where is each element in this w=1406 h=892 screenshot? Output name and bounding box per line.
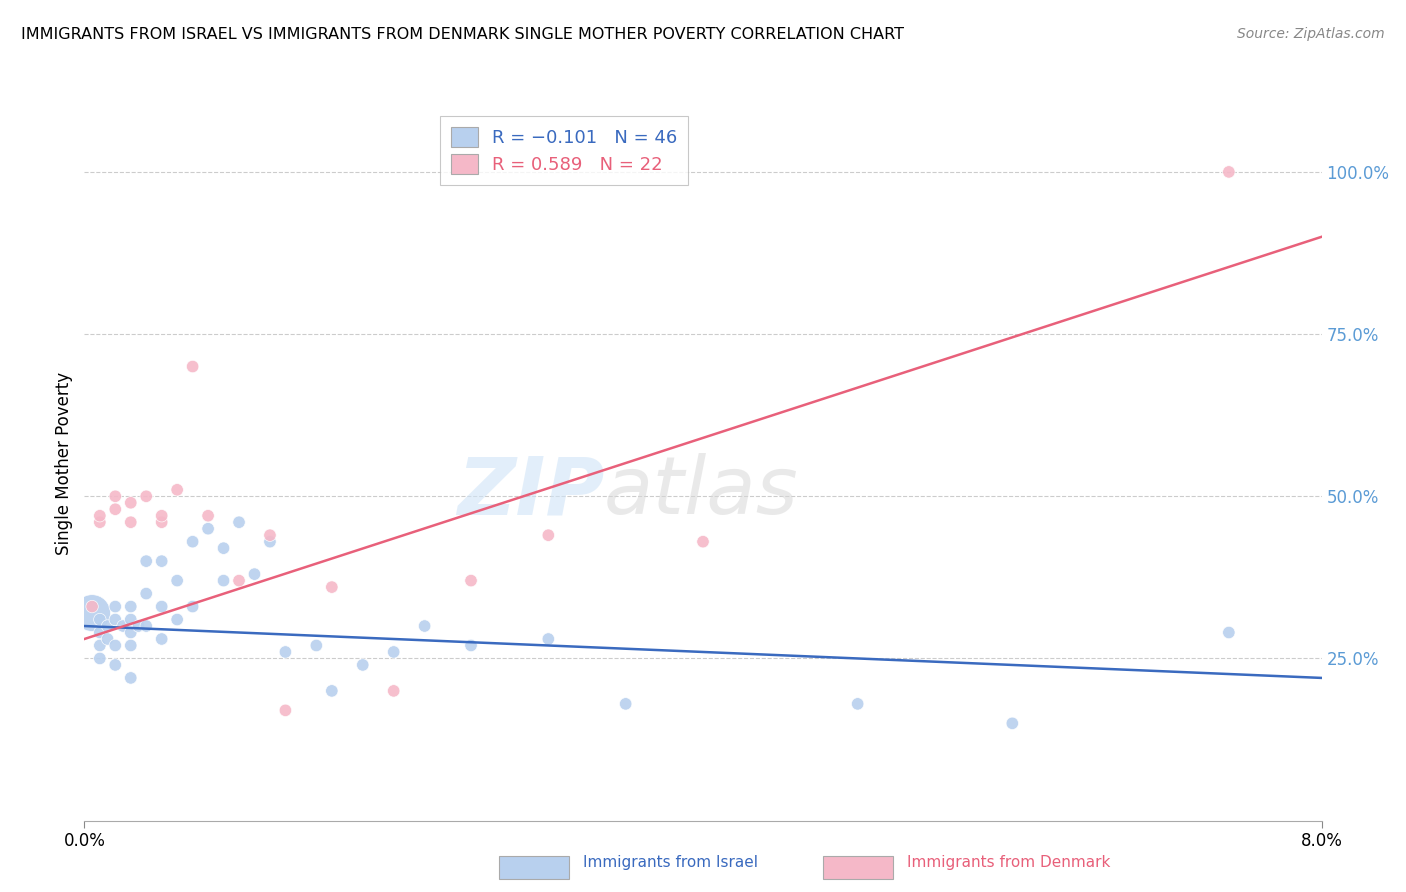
Point [692, 534, 714, 549]
Point [274, 703, 297, 717]
Point [96, 619, 120, 633]
Point [460, 639, 482, 653]
Point [104, 657, 127, 672]
Point [135, 489, 157, 503]
Point [150, 632, 173, 646]
Point [150, 508, 173, 523]
Text: Source: ZipAtlas.com: Source: ZipAtlas.com [1237, 27, 1385, 41]
Point [1218, 165, 1240, 179]
Point [212, 541, 235, 556]
Point [89, 515, 111, 529]
Point [228, 515, 250, 529]
Text: atlas: atlas [605, 453, 799, 532]
Point [537, 632, 560, 646]
Point [352, 657, 374, 672]
Point [1218, 625, 1240, 640]
Point [460, 574, 482, 588]
Point [274, 645, 297, 659]
Legend: R = −0.101   N = 46, R = 0.589   N = 22: R = −0.101 N = 46, R = 0.589 N = 22 [440, 116, 689, 185]
Point [150, 554, 173, 568]
Point [120, 613, 142, 627]
Point [197, 522, 219, 536]
Point [166, 483, 188, 497]
Point [120, 625, 142, 640]
Point [128, 619, 150, 633]
Text: Immigrants from Israel: Immigrants from Israel [583, 855, 758, 870]
Point [321, 580, 343, 594]
Point [305, 639, 328, 653]
Point [382, 684, 405, 698]
Point [135, 586, 157, 600]
Point [112, 619, 135, 633]
Point [259, 534, 281, 549]
Point [537, 528, 560, 542]
Point [89, 651, 111, 665]
Point [181, 599, 204, 614]
Text: ZIP: ZIP [457, 453, 605, 532]
Point [243, 567, 266, 582]
Point [614, 697, 637, 711]
Point [89, 639, 111, 653]
Text: Immigrants from Denmark: Immigrants from Denmark [907, 855, 1111, 870]
Point [82, 599, 104, 614]
Point [181, 359, 204, 374]
Point [228, 574, 250, 588]
Point [120, 671, 142, 685]
Point [150, 599, 173, 614]
Point [120, 639, 142, 653]
Point [104, 613, 127, 627]
Point [166, 574, 188, 588]
Point [197, 508, 219, 523]
Point [135, 554, 157, 568]
Point [104, 639, 127, 653]
Point [1001, 716, 1024, 731]
Point [181, 534, 204, 549]
Point [120, 496, 142, 510]
Point [166, 613, 188, 627]
Point [382, 645, 405, 659]
Point [212, 574, 235, 588]
Point [89, 508, 111, 523]
Point [120, 599, 142, 614]
Point [89, 613, 111, 627]
Point [96, 632, 120, 646]
Point [82, 606, 104, 620]
Point [104, 502, 127, 516]
Point [135, 619, 157, 633]
Point [150, 515, 173, 529]
Point [104, 489, 127, 503]
Point [259, 528, 281, 542]
Point [120, 515, 142, 529]
Point [413, 619, 436, 633]
Point [104, 599, 127, 614]
Point [321, 684, 343, 698]
Point [89, 625, 111, 640]
Text: IMMIGRANTS FROM ISRAEL VS IMMIGRANTS FROM DENMARK SINGLE MOTHER POVERTY CORRELAT: IMMIGRANTS FROM ISRAEL VS IMMIGRANTS FRO… [21, 27, 904, 42]
Y-axis label: Single Mother Poverty: Single Mother Poverty [55, 372, 73, 556]
Point [846, 697, 869, 711]
